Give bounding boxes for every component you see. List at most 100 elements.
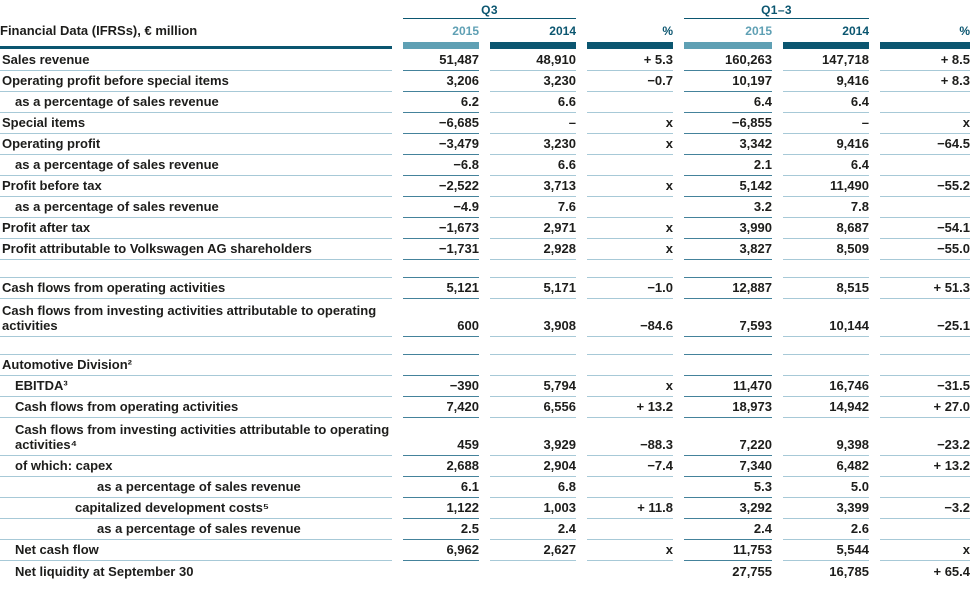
cell-value <box>587 561 673 582</box>
cell-value: −88.3 <box>587 418 673 456</box>
cell-value: −25.1 <box>880 299 970 337</box>
row-label: Cash flows from investing activities att… <box>0 299 392 337</box>
cell-value: x <box>587 376 673 397</box>
row-label: Profit after tax <box>0 218 392 239</box>
row-label <box>0 260 392 278</box>
cell-value: + 65.4 <box>933 564 970 579</box>
cell-value: 48,910 <box>490 50 576 71</box>
cell-value: −6,685 <box>403 113 479 134</box>
col-header-q3-pct: % <box>662 24 673 38</box>
row-label: Profit attributable to Volkswagen AG sha… <box>0 239 392 260</box>
row-label: Net cash flow <box>0 540 392 561</box>
table-row: as a percentage of sales revenue 6.2 6.6 6.… <box>0 92 970 113</box>
bar-q13-2014 <box>783 42 869 49</box>
cell-value: −1,731 <box>403 239 479 260</box>
row-label: as a percentage of sales revenue <box>0 197 392 218</box>
cell-value: −6.8 <box>403 155 479 176</box>
cell-value: −64.5 <box>880 134 970 155</box>
cell-value <box>587 260 673 278</box>
cell-value: −3,479 <box>403 134 479 155</box>
table-row: Net liquidity at September 30 27,755 16,78… <box>0 561 970 582</box>
cell-value: 160,263 <box>684 50 772 71</box>
cell-value: 6.4 <box>783 92 869 113</box>
cell-value: 6.1 <box>403 477 479 498</box>
table-row: Cash flows from operating activities 7,42… <box>0 397 970 418</box>
cell-value: 2.5 <box>403 519 479 540</box>
cell-value <box>490 260 576 278</box>
table-row: Profit attributable to Volkswagen AG sha… <box>0 239 970 260</box>
cell-value <box>587 92 673 113</box>
cell-value: 16,785 <box>829 564 869 579</box>
col-header-q13-pct: % <box>959 24 970 38</box>
cell-value: 10,144 <box>783 299 869 337</box>
cell-value <box>783 337 869 355</box>
table-row: Sales revenue 51,487 48,910 + 5.3 160,263 147… <box>0 50 970 71</box>
cell-value <box>880 355 970 376</box>
cell-value: 9,416 <box>783 71 869 92</box>
cell-value: −6,855 <box>684 113 772 134</box>
cell-value: + 27.0 <box>880 397 970 418</box>
cell-value: −1,673 <box>403 218 479 239</box>
cell-value: 3,399 <box>783 498 869 519</box>
table-header-bars <box>0 41 970 49</box>
cell-value: −2,522 <box>403 176 479 197</box>
col-header-q13-2015: 2015 <box>745 24 772 38</box>
table-row: as a percentage of sales revenue 2.5 2.4 2.… <box>0 519 970 540</box>
cell-value: −1.0 <box>587 278 673 299</box>
cell-value: 16,746 <box>783 376 869 397</box>
cell-value: x <box>587 113 673 134</box>
table-row: Special items −6,685– x −6,855– x <box>0 113 970 134</box>
cell-value: 10,197 <box>684 71 772 92</box>
group-label-q3: Q3 <box>403 3 576 19</box>
cell-value: −55.0 <box>880 239 970 260</box>
cell-value: x <box>587 134 673 155</box>
cell-value: 11,753 <box>684 540 772 561</box>
label-column-rule <box>0 46 392 49</box>
cell-value <box>880 337 970 355</box>
table-row: Operating profit before special items 3,2… <box>0 71 970 92</box>
cell-value: x <box>587 239 673 260</box>
cell-value <box>587 355 673 376</box>
cell-value: 7,220 <box>684 418 772 456</box>
cell-value <box>403 337 479 355</box>
row-label: Profit before tax <box>0 176 392 197</box>
spacer-row <box>0 260 970 278</box>
col-header-q13-2014: 2014 <box>842 24 869 38</box>
row-label: Operating profit before special items <box>0 71 392 92</box>
cell-value <box>490 355 576 376</box>
bar-q13-2015 <box>684 42 772 49</box>
row-label: of which: capex <box>0 456 392 477</box>
cell-value: 6.2 <box>403 92 479 113</box>
row-label: as a percentage of sales revenue <box>0 92 392 113</box>
cell-value: 6.4 <box>684 92 772 113</box>
cell-value: x <box>880 113 970 134</box>
cell-value <box>880 155 970 176</box>
cell-value <box>783 260 869 278</box>
table-row: Cash flows from operating activities 5,12… <box>0 278 970 299</box>
row-label: as a percentage of sales revenue <box>0 155 392 176</box>
cell-value: 5,142 <box>684 176 772 197</box>
cell-value: 600 <box>403 299 479 337</box>
cell-value: 11,470 <box>684 376 772 397</box>
table-row: Net cash flow 6,962 2,627 x 11,753 5,544 x <box>0 540 970 561</box>
cell-value: 1,122 <box>403 498 479 519</box>
table-row: capitalized development costs⁵ 1,122 1,003… <box>0 498 970 519</box>
cell-value: 7,340 <box>684 456 772 477</box>
cell-value <box>684 337 772 355</box>
cell-value: + 8.3 <box>880 71 970 92</box>
cell-value: −0.7 <box>587 71 673 92</box>
table-row: Profit after tax −1,673 2,971 x 3,990 8,687 −5… <box>0 218 970 239</box>
cell-value: 7,420 <box>403 397 479 418</box>
cell-value: 2.4 <box>684 519 772 540</box>
cell-value: 2,904 <box>490 456 576 477</box>
cell-value: 3.2 <box>684 197 772 218</box>
cell-value: 2.4 <box>490 519 576 540</box>
cell-value: 2,928 <box>490 239 576 260</box>
cell-value: + 13.2 <box>880 456 970 477</box>
cell-value: 8,509 <box>783 239 869 260</box>
cell-value: 3,929 <box>490 418 576 456</box>
row-label: Cash flows from operating activities <box>0 397 392 418</box>
cell-value <box>880 260 970 278</box>
table-row: Profit before tax −2,522 3,713 x 5,142 11,490… <box>0 176 970 197</box>
cell-value: 11,490 <box>783 176 869 197</box>
